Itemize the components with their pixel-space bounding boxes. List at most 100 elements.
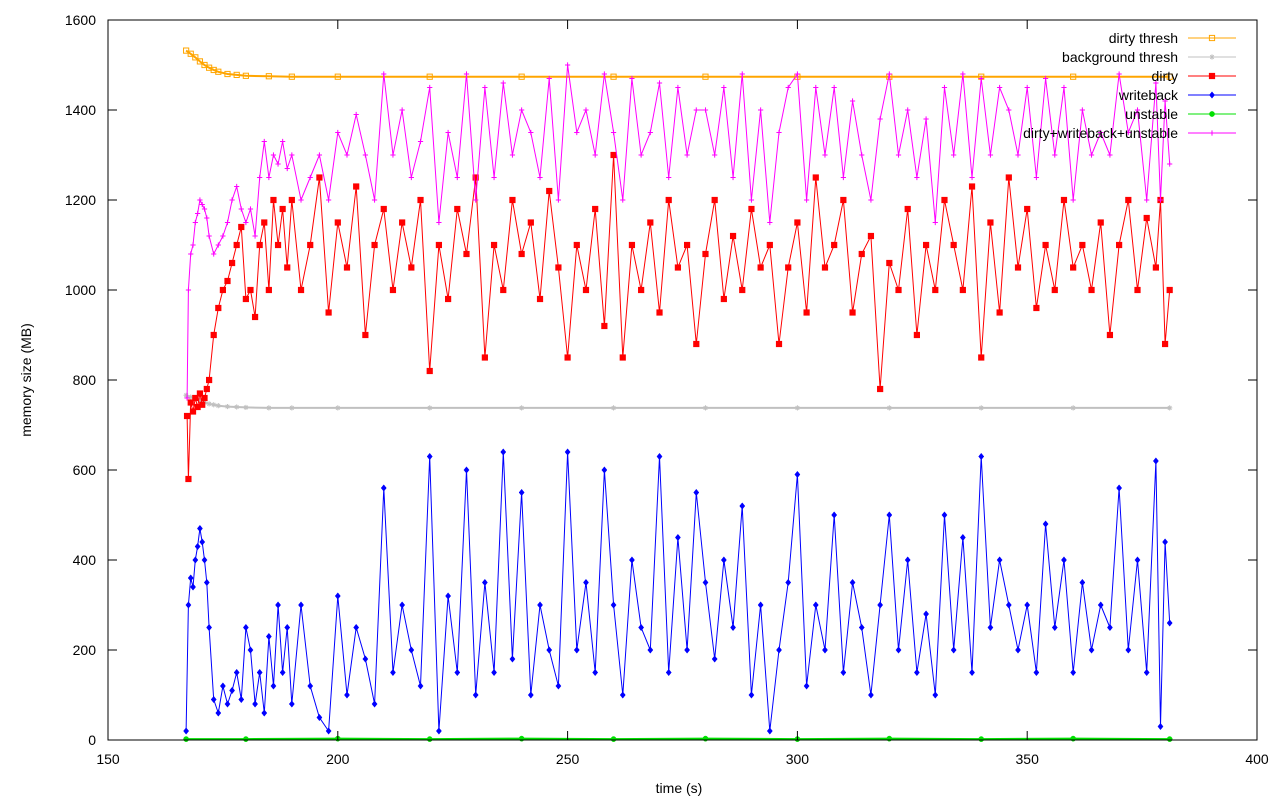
- x-axis-label: time (s): [656, 780, 703, 796]
- data-point: [767, 219, 773, 226]
- data-point: [288, 700, 295, 708]
- data-point: [472, 691, 479, 699]
- data-point: [500, 286, 507, 294]
- data-point: [877, 116, 883, 122]
- data-point: [1116, 71, 1122, 77]
- y-tick-label: 1000: [65, 282, 96, 298]
- data-point: [1107, 623, 1113, 632]
- data-point: [573, 646, 580, 654]
- data-point: [840, 196, 847, 204]
- data-point: [210, 331, 217, 339]
- data-point: [849, 309, 856, 316]
- data-point: [252, 233, 258, 239]
- data-point: [215, 304, 222, 312]
- legend-label: dirty: [1152, 68, 1178, 84]
- data-point: [996, 309, 1003, 316]
- data-point: [500, 448, 507, 456]
- data-point: [224, 219, 231, 226]
- data-point: [812, 174, 819, 181]
- data-point: [684, 152, 690, 158]
- data-point: [1167, 161, 1173, 167]
- data-point: [192, 556, 199, 564]
- data-point: [785, 264, 792, 271]
- data-point: [325, 309, 332, 316]
- data-point: [203, 385, 210, 393]
- data-point: [1097, 219, 1104, 226]
- y-tick-label: 1600: [65, 12, 96, 28]
- data-point: [362, 655, 369, 663]
- data-point: [1134, 286, 1141, 294]
- data-point: [528, 129, 534, 136]
- data-point: [1006, 107, 1012, 113]
- data-point: [583, 107, 589, 113]
- data-point: [776, 646, 782, 654]
- data-point: [435, 241, 443, 249]
- data-point: [619, 354, 626, 361]
- data-point: [610, 73, 617, 80]
- data-point: [390, 668, 396, 677]
- data-point: [481, 578, 488, 587]
- data-point: [647, 129, 653, 136]
- data-point: [229, 686, 236, 695]
- data-point: [204, 215, 210, 221]
- data-point: [831, 511, 838, 519]
- data-point: [721, 84, 727, 91]
- data-point: [1161, 340, 1169, 348]
- data-point: [1005, 174, 1012, 181]
- data-point: [242, 72, 249, 79]
- data-point: [592, 668, 599, 677]
- data-point: [702, 405, 709, 411]
- data-point: [1042, 241, 1049, 249]
- data-point: [197, 197, 203, 203]
- data-point: [289, 152, 295, 158]
- data-point: [739, 502, 746, 510]
- data-point: [868, 691, 874, 699]
- data-point: [247, 286, 254, 294]
- data-point: [978, 354, 985, 361]
- data-point: [335, 129, 341, 136]
- data-point: [183, 47, 190, 54]
- data-point: [546, 75, 552, 82]
- data-point: [1079, 107, 1085, 113]
- data-point: [766, 727, 773, 735]
- data-point: [334, 592, 341, 600]
- data-point: [463, 71, 470, 77]
- data-point: [527, 691, 534, 699]
- data-point: [472, 174, 479, 181]
- data-point: [265, 632, 272, 641]
- data-point: [490, 241, 498, 249]
- data-point: [185, 601, 192, 609]
- data-point: [877, 601, 884, 609]
- data-point: [757, 264, 764, 271]
- data-point: [519, 107, 525, 113]
- data-point: [265, 286, 272, 294]
- data-point: [307, 174, 313, 181]
- data-point: [343, 264, 351, 271]
- data-point: [199, 538, 206, 546]
- data-point: [280, 138, 286, 145]
- data-point: [775, 340, 783, 348]
- data-point: [684, 646, 691, 654]
- data-point: [203, 578, 210, 587]
- data-point: [555, 682, 562, 690]
- data-point: [1116, 484, 1123, 492]
- legend-label: dirty+writeback+unstable: [1023, 125, 1178, 141]
- data-point: [211, 251, 217, 257]
- data-point: [739, 71, 745, 77]
- data-point: [849, 578, 856, 587]
- data-point: [436, 219, 442, 226]
- data-point: [1052, 152, 1058, 158]
- data-point: [702, 107, 709, 113]
- data-point: [509, 655, 516, 663]
- data-point: [1106, 331, 1114, 339]
- data-point: [914, 174, 920, 181]
- data-point: [192, 54, 199, 61]
- data-point: [693, 488, 700, 497]
- data-point: [803, 197, 810, 203]
- legend-entry: unstable: [1125, 106, 1236, 122]
- data-point: [201, 206, 208, 212]
- data-point: [610, 736, 617, 742]
- data-point: [858, 250, 865, 258]
- data-point: [932, 691, 939, 699]
